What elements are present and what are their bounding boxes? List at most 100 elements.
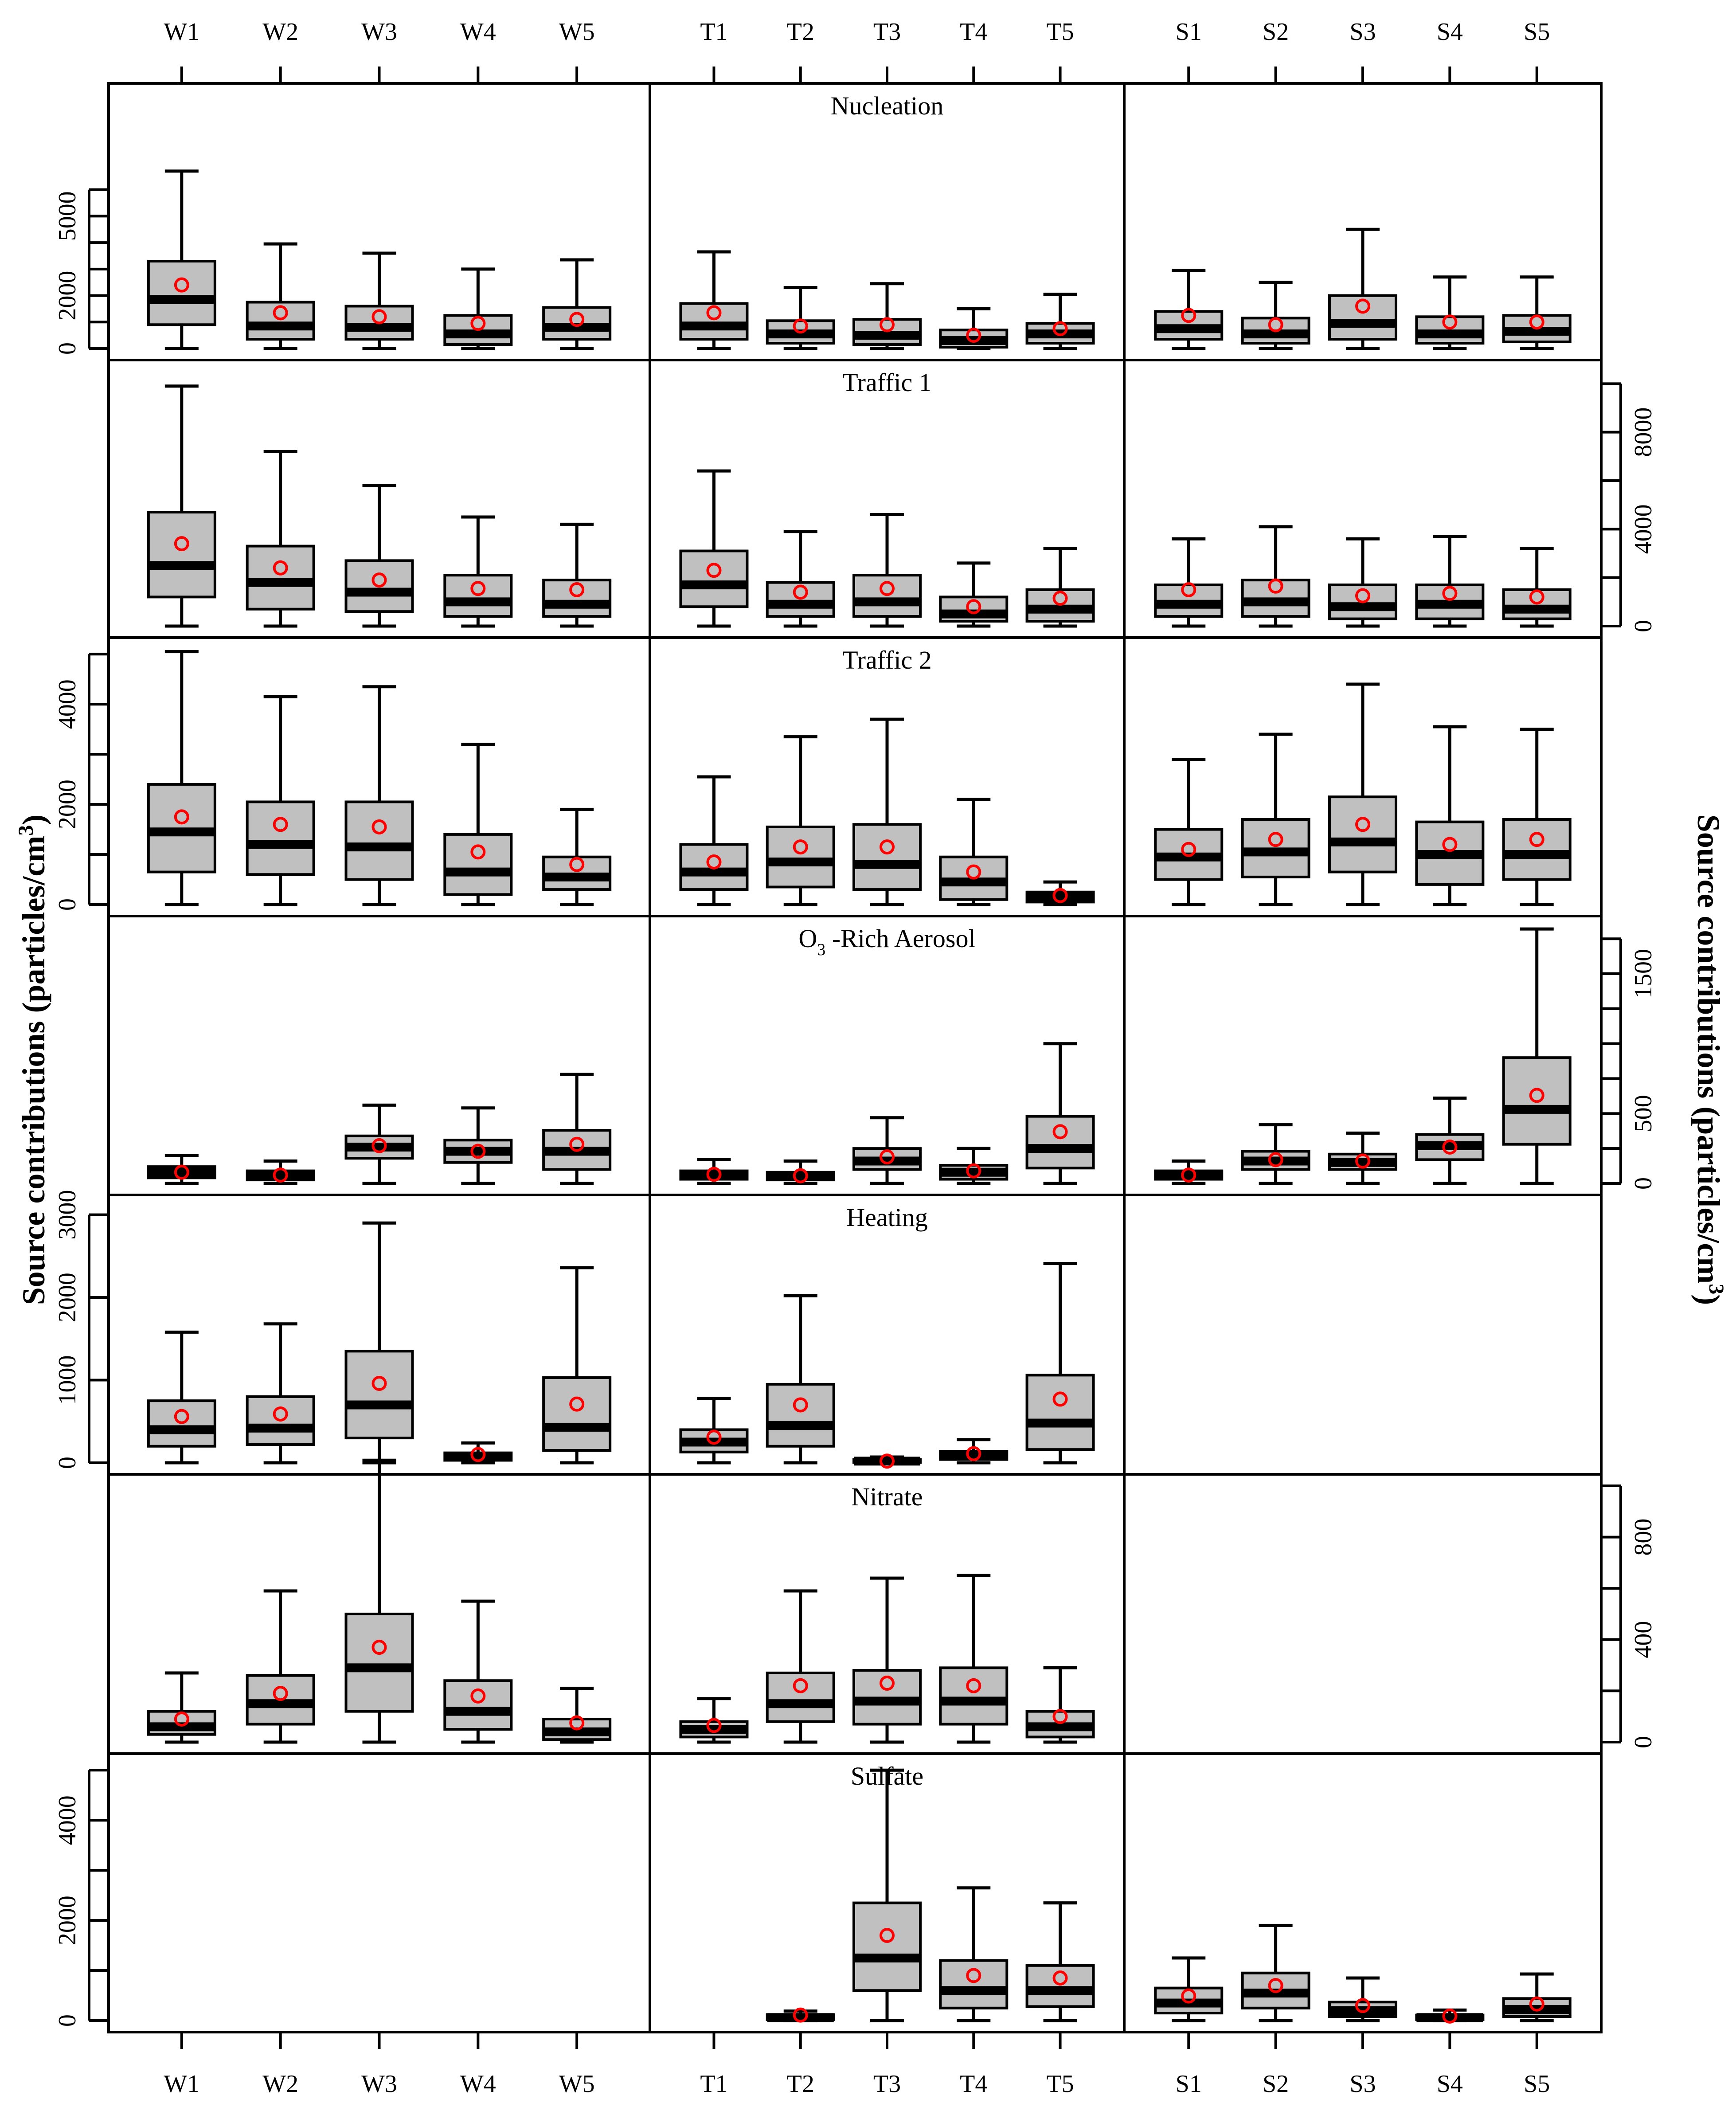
mean-marker bbox=[569, 1136, 585, 1152]
bottom-category-label: W3 bbox=[361, 2070, 397, 2098]
mean-marker bbox=[1442, 837, 1458, 852]
box-S2 bbox=[1241, 1923, 1310, 2022]
mean-marker bbox=[174, 1409, 189, 1424]
y-tick-label: 3000 bbox=[54, 1190, 81, 1240]
box-S4 bbox=[1415, 275, 1485, 350]
box-T1 bbox=[679, 775, 749, 906]
box-S4 bbox=[1415, 1097, 1485, 1185]
mean-marker bbox=[966, 328, 981, 343]
box-T5 bbox=[1025, 1901, 1095, 2022]
box-T2 bbox=[766, 286, 835, 350]
mean-marker bbox=[880, 1149, 895, 1165]
mean-marker bbox=[793, 1397, 808, 1413]
box-W5 bbox=[542, 807, 612, 906]
box-T4 bbox=[939, 1886, 1009, 2022]
mean-marker bbox=[1052, 1709, 1068, 1724]
y-axis-title-right-close: ) bbox=[1691, 1294, 1726, 1305]
box-T3 bbox=[852, 1453, 922, 1469]
mean-marker bbox=[880, 1676, 895, 1691]
box-T2 bbox=[766, 530, 835, 628]
box-T3 bbox=[852, 1116, 922, 1185]
y-axis-title-left: Source contributions (particles/cm3) bbox=[14, 815, 51, 1305]
box-W3 bbox=[344, 1458, 414, 1744]
mean-marker bbox=[793, 1168, 808, 1183]
iqr-box bbox=[1328, 294, 1397, 341]
mean-marker bbox=[569, 1715, 585, 1731]
box-T2 bbox=[766, 1589, 835, 1744]
mean-marker bbox=[371, 1640, 387, 1655]
iqr-box bbox=[852, 1901, 922, 1992]
mean-marker bbox=[569, 1396, 585, 1412]
mean-marker bbox=[569, 582, 585, 597]
y-tick-label: 800 bbox=[1630, 1519, 1657, 1556]
iqr-box bbox=[542, 1376, 612, 1452]
top-category-label: S2 bbox=[1263, 18, 1289, 46]
box-W5 bbox=[542, 1687, 612, 1744]
box-T3 bbox=[852, 282, 922, 350]
mean-marker bbox=[371, 309, 387, 325]
iqr-box bbox=[542, 579, 612, 618]
box-W3 bbox=[344, 685, 414, 906]
panel-title: Heating bbox=[846, 1203, 928, 1232]
mean-marker bbox=[1181, 308, 1196, 323]
mean-marker bbox=[1268, 317, 1283, 333]
top-category-label: S3 bbox=[1349, 18, 1376, 46]
mean-marker bbox=[793, 318, 808, 334]
y-tick-label: 4000 bbox=[54, 1795, 81, 1845]
panel-title: Nucleation bbox=[831, 91, 943, 120]
mean-marker bbox=[1052, 1970, 1068, 1986]
bottom-category-label: W1 bbox=[164, 2070, 199, 2098]
mean-marker bbox=[371, 572, 387, 588]
box-W4 bbox=[443, 743, 513, 906]
mean-marker bbox=[1529, 1088, 1544, 1103]
y-tick-label: 8000 bbox=[1630, 407, 1657, 457]
y-tick-label: 2000 bbox=[54, 1896, 81, 1945]
y-tick-label: 1500 bbox=[1630, 949, 1657, 999]
iqr-box bbox=[443, 833, 513, 896]
mean-marker bbox=[273, 1167, 288, 1183]
box-S3 bbox=[1328, 682, 1397, 906]
box-W3 bbox=[344, 251, 414, 350]
bottom-category-label: S5 bbox=[1524, 2070, 1550, 2098]
mean-marker bbox=[273, 817, 288, 832]
mean-marker bbox=[880, 317, 895, 333]
box-S5 bbox=[1502, 927, 1572, 1185]
mean-marker bbox=[880, 839, 895, 855]
y-tick-label: 0 bbox=[1630, 620, 1657, 632]
panel-title: O3 -Rich Aerosol bbox=[798, 924, 975, 959]
box-S3 bbox=[1328, 537, 1397, 628]
box-W4 bbox=[443, 1106, 513, 1185]
box-T2 bbox=[766, 1294, 835, 1465]
iqr-box bbox=[766, 1671, 835, 1723]
box-T4 bbox=[939, 561, 1009, 628]
mean-marker bbox=[706, 1430, 722, 1445]
box-S5 bbox=[1502, 275, 1572, 350]
iqr-box bbox=[939, 1959, 1009, 2009]
box-S3 bbox=[1328, 1131, 1397, 1185]
top-category-label: S5 bbox=[1524, 18, 1550, 46]
iqr-box bbox=[246, 301, 315, 341]
mean-marker bbox=[1052, 321, 1068, 337]
y-tick-label: 0 bbox=[54, 342, 81, 355]
mean-marker bbox=[174, 277, 189, 293]
bottom-category-label: T2 bbox=[787, 2070, 814, 2098]
y-axis-title-left-close: ) bbox=[16, 815, 51, 825]
mean-marker bbox=[1181, 582, 1196, 597]
y-tick-label: 400 bbox=[1630, 1621, 1657, 1658]
box-T4 bbox=[939, 798, 1009, 906]
mean-marker bbox=[174, 536, 189, 552]
bottom-category-label: W4 bbox=[460, 2070, 496, 2098]
box-W1 bbox=[147, 169, 216, 350]
mean-marker bbox=[880, 1453, 895, 1469]
top-category-label: T1 bbox=[700, 18, 727, 46]
box-W2 bbox=[246, 242, 315, 350]
box-W5 bbox=[542, 1266, 612, 1465]
box-W2 bbox=[246, 1322, 315, 1465]
mean-marker bbox=[793, 839, 808, 855]
iqr-box bbox=[344, 1350, 414, 1440]
mean-marker bbox=[880, 581, 895, 596]
mean-marker bbox=[1181, 1988, 1196, 2004]
box-W2 bbox=[246, 695, 315, 906]
box-W1 bbox=[147, 1330, 216, 1465]
box-T5 bbox=[1025, 547, 1095, 628]
